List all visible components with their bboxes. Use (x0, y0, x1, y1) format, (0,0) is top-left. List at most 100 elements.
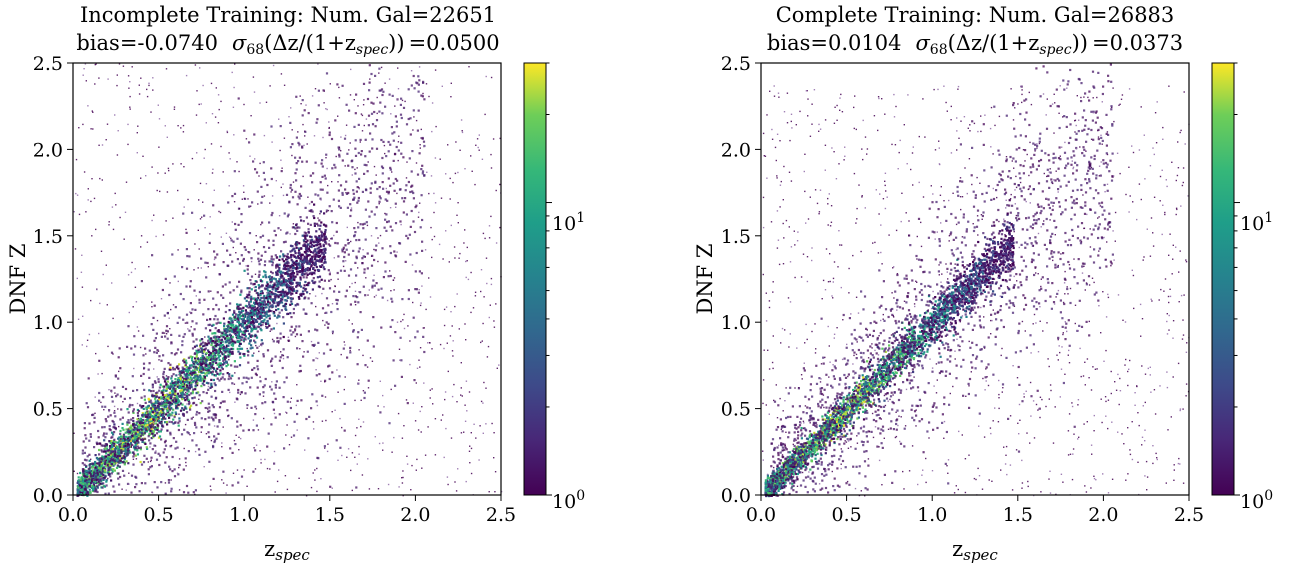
hist-cell (279, 125, 282, 128)
hist-cell (354, 139, 357, 142)
hist-cell (146, 447, 149, 450)
outlier-cell (86, 339, 89, 341)
hist-cell (263, 178, 266, 181)
hist-cell (169, 366, 172, 369)
hist-cell (220, 294, 223, 297)
hist-cell (420, 168, 423, 171)
outlier-cell (406, 463, 409, 465)
hist-cell (242, 257, 245, 261)
hist-cell (352, 295, 355, 298)
hist-cell (139, 418, 142, 421)
hist-cell (110, 463, 113, 466)
hist-cell (371, 284, 374, 287)
hist-cell (110, 395, 114, 398)
hist-cell (343, 251, 346, 254)
hist-cell (156, 418, 159, 421)
hist-cell (254, 168, 257, 171)
hist-cell (386, 199, 389, 202)
hist-cell (182, 359, 185, 362)
hist-cell (331, 167, 334, 170)
hist-cell (272, 300, 275, 303)
hist-cell (253, 335, 256, 338)
hist-cell (133, 432, 136, 435)
hist-cell (414, 288, 417, 291)
hist-cell (320, 278, 323, 281)
hist-cell (229, 327, 232, 330)
hist-cell (222, 261, 225, 264)
hist-cell (200, 357, 203, 360)
hist-cell (252, 160, 255, 163)
outlier-cell (314, 469, 316, 471)
hist-cell (272, 292, 275, 295)
hist-cell (328, 131, 331, 134)
hist-cell (193, 421, 197, 424)
hist-cell (325, 242, 328, 245)
hist-cell (101, 486, 104, 489)
hist-cell (136, 425, 139, 428)
hist-cell (326, 191, 329, 194)
hist-cell (256, 330, 259, 333)
hist-cell (197, 357, 200, 360)
hist-cell (130, 491, 133, 494)
hist-cell (182, 414, 185, 417)
hist-cell (114, 440, 117, 444)
hist-cell (120, 443, 123, 446)
hist-cell (192, 376, 195, 379)
hist-cell (162, 354, 165, 357)
hist-cell (201, 379, 204, 382)
hist-cell (85, 459, 88, 462)
hist-cell (186, 418, 189, 421)
hist-cell (152, 434, 155, 437)
hist-cell (228, 309, 231, 312)
hist-cell (389, 245, 392, 248)
hist-cell (88, 459, 91, 462)
outlier-cell (76, 277, 78, 280)
hist-cell (110, 442, 113, 445)
hist-cell (181, 266, 184, 269)
hist-cell (411, 190, 414, 193)
hist-cell (291, 245, 294, 248)
hist-cell (274, 397, 277, 400)
hist-cell (175, 412, 178, 416)
hist-cell (256, 313, 259, 316)
hist-cell (232, 328, 235, 331)
hist-cell (285, 255, 288, 258)
hist-cell (317, 89, 320, 92)
hist-cell (136, 453, 139, 456)
hist-cell (266, 445, 269, 448)
hist-cell (382, 276, 385, 279)
hist-cell (267, 300, 270, 303)
hist-cell (117, 472, 120, 475)
hist-cell (345, 248, 348, 251)
hist-cell (349, 303, 352, 306)
hist-cell (266, 289, 270, 292)
hist-cell (266, 281, 269, 284)
hist-cell (252, 311, 255, 314)
hist-cell (183, 379, 186, 382)
hist-cell (115, 395, 118, 398)
hist-cell (270, 388, 273, 391)
hist-cell (233, 311, 236, 314)
hist-cell (305, 234, 308, 237)
hist-cell (312, 172, 315, 175)
hist-cell (178, 420, 181, 423)
hist-cell (148, 349, 151, 352)
hist-cell (285, 283, 288, 286)
hist-cell (207, 364, 210, 367)
hist-cell (231, 382, 234, 385)
hist-cell (407, 117, 410, 121)
hist-cell (259, 317, 262, 320)
hist-cell (389, 166, 392, 169)
hist-cell (337, 199, 340, 202)
hist-cell (175, 387, 178, 390)
hist-cell (415, 81, 418, 84)
hist-cell (229, 302, 232, 305)
hist-cell (185, 484, 189, 488)
hist-cell (242, 319, 245, 322)
hist-cell (364, 155, 367, 158)
hist-cell (351, 166, 354, 169)
hist-cell (325, 72, 329, 75)
hist-cell (148, 410, 151, 413)
hist-cell (286, 215, 289, 218)
hist-cell (309, 259, 313, 262)
